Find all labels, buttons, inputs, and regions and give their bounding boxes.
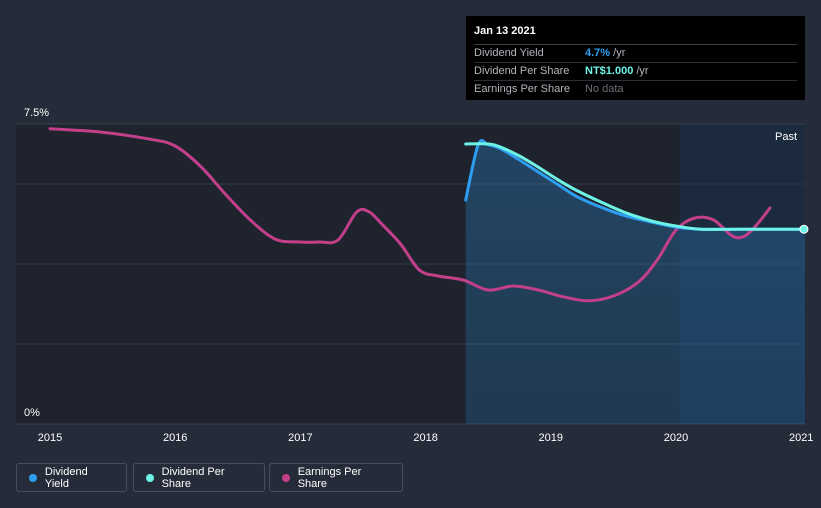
tooltip-row-yield: Dividend Yield 4.7% /yr	[474, 45, 797, 63]
x-tick-label: 2016	[163, 432, 187, 444]
tooltip-unit: /yr	[633, 65, 649, 77]
tooltip-value: 4.7%	[585, 47, 611, 59]
legend-label: Dividend Yield	[44, 465, 88, 490]
legend-dividend-yield[interactable]: Dividend Yield	[16, 463, 127, 492]
tooltip-label: Earnings Per Share	[474, 83, 570, 95]
legend-dot-icon	[29, 473, 37, 482]
series-line-eps	[48, 127, 772, 303]
past-label: Past	[775, 131, 797, 143]
legend-dot-icon	[146, 473, 154, 482]
x-tick-label: 2015	[38, 432, 62, 444]
tooltip-value: No data	[585, 83, 624, 95]
series-line-dps	[464, 142, 807, 231]
x-tick-label: 2020	[664, 432, 688, 444]
tooltip: Jan 13 2021 Dividend Yield 4.7% /yr Divi…	[466, 16, 805, 100]
tooltip-unit: /yr	[610, 47, 626, 59]
tooltip-value: NT$1.000	[585, 65, 634, 77]
x-tick-label: 2019	[539, 432, 563, 444]
legend-earnings-per-share[interactable]: Earnings Per Share	[269, 463, 403, 492]
current-value-marker[interactable]	[799, 224, 809, 234]
dividend-yield-area	[465, 140, 805, 424]
y-tick-label: 0%	[24, 407, 40, 419]
legend-label: Earnings Per Share	[297, 465, 362, 490]
tooltip-row-eps: Earnings Per Share No data	[474, 81, 797, 98]
legend-dot-icon	[282, 473, 290, 482]
tooltip-label: Dividend Per Share	[474, 65, 570, 77]
x-tick-label: 2017	[288, 432, 312, 444]
y-tick-label: 7.5%	[24, 107, 49, 119]
legend-dividend-per-share[interactable]: Dividend Per Share	[133, 463, 265, 492]
tooltip-row-dps: Dividend Per Share NT$1.000 /yr	[474, 63, 797, 81]
x-tick-label: 2021	[789, 432, 813, 444]
tooltip-date: Jan 13 2021	[474, 24, 797, 45]
x-tick-label: 2018	[413, 432, 437, 444]
legend-label: Dividend Per Share	[161, 465, 225, 490]
tooltip-label: Dividend Yield	[474, 47, 544, 59]
